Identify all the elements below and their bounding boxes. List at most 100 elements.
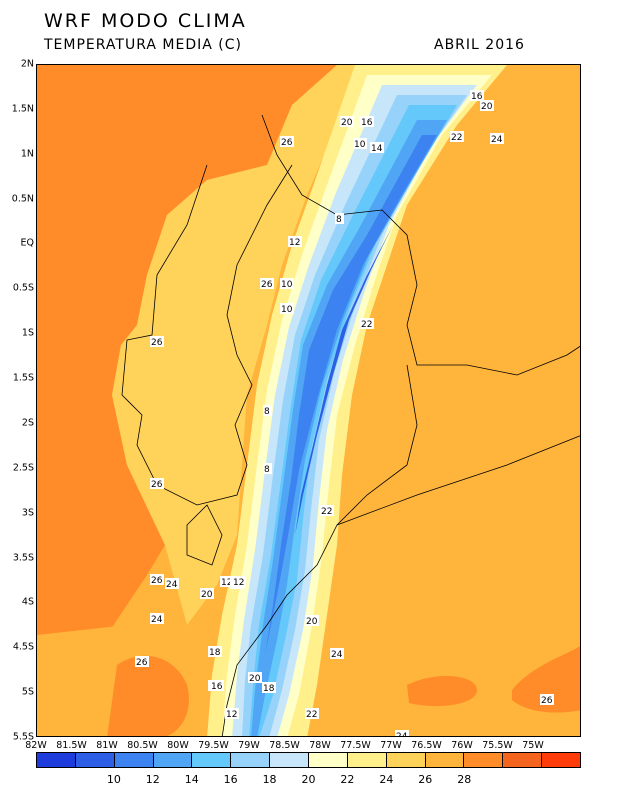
border-east (336, 435, 580, 526)
contour-label-bg (150, 613, 164, 624)
latitude-tick: 5S (21, 686, 34, 698)
contour-label: 12 (226, 710, 237, 720)
contour-label-bg (208, 646, 222, 657)
contour-label: 12 (233, 578, 244, 588)
contour-label-bg (305, 615, 319, 626)
border-south (221, 364, 418, 736)
contour-label-bg (248, 672, 262, 683)
latitude-tick: 1.5S (12, 372, 34, 384)
contour-label-bg (395, 730, 409, 736)
contour-label: 10 (354, 140, 366, 150)
longitude-tick: 79W (238, 740, 260, 751)
contour-label: 16 (471, 92, 483, 102)
contour-label-bg (330, 648, 344, 659)
colorbar-cell (386, 753, 426, 767)
contour-label: 20 (306, 617, 318, 627)
colorbar-label: 12 (145, 773, 160, 786)
contour-label-bg (480, 100, 494, 111)
longitude-tick: 78.5W (269, 740, 300, 751)
longitude-tick: 78W (309, 740, 331, 751)
contour-label: 26 (261, 280, 273, 290)
latitude-tick: 3S (21, 507, 34, 519)
colorbar-cell (153, 753, 193, 767)
latitude-tick: 1.5N (11, 103, 34, 115)
latitude-tick: 2S (21, 417, 34, 429)
contour-label: 24 (331, 650, 343, 660)
contour-label: 24 (396, 732, 408, 737)
latitude-tick: EQ (20, 237, 34, 249)
contour-label: 16 (361, 118, 373, 128)
warm-patch-2 (512, 646, 580, 713)
contour-label-bg (220, 576, 234, 587)
colorbar-cell (37, 753, 76, 767)
contour-label: 26 (541, 696, 553, 706)
contour-label-bg (370, 142, 384, 153)
colorbar-label: 14 (184, 773, 199, 786)
map-period: ABRIL 2016 (434, 37, 525, 53)
contour-label-bg (470, 90, 484, 101)
andes-band-14 (249, 105, 457, 736)
temperature-map: 26 26 26 26 26 26 26 24 24 24 24 24 22 22 22 22 20 20 20 20… (36, 64, 581, 737)
latitude-tick: 4S (21, 596, 34, 608)
coastal-plain (112, 65, 355, 625)
contour-label-bg (200, 588, 214, 599)
contour-label: 20 (481, 102, 493, 112)
contour-label-bg (360, 318, 374, 329)
colorbar-cell (114, 753, 154, 767)
contour-label-bg (280, 278, 294, 289)
island-outline (186, 504, 223, 566)
colorbar-cell (347, 753, 387, 767)
contour-label-bg (210, 680, 224, 691)
coastline (121, 164, 293, 506)
contour-label: 24 (166, 580, 178, 590)
contour-label: 8 (264, 407, 270, 417)
contour-label-bg (450, 131, 464, 142)
colorbar-cell (231, 753, 271, 767)
colorbar-cell (464, 753, 504, 767)
contour-label: 22 (306, 710, 317, 720)
colorbar-cell (542, 753, 581, 767)
colorbar-label: 18 (262, 773, 277, 786)
contour-label-bg (280, 303, 294, 314)
colorbar-label: 20 (301, 773, 316, 786)
map-title: WRF MODO CLIMA (44, 10, 247, 32)
contour-label-bg (232, 576, 246, 587)
colorbar-cell (309, 753, 348, 767)
contour-label-bg (360, 116, 374, 127)
colorbar-label: 28 (457, 773, 472, 786)
contour-label: 14 (371, 144, 383, 154)
map-canvas: 2626262626262624242424242222222220202020… (37, 65, 580, 737)
contour-label-bg (288, 236, 302, 247)
contour-label-bg (540, 694, 554, 705)
warm-patch-1 (407, 675, 477, 707)
contour-label: 26 (151, 576, 163, 586)
contour-label: 26 (151, 338, 163, 348)
colorbar-cell (425, 753, 465, 767)
andes-band-16 (242, 95, 467, 736)
coastal-strip (37, 625, 127, 736)
contour-label-bg (340, 116, 354, 127)
colorbar-label: 26 (418, 773, 433, 786)
longitude-tick: 75W (522, 740, 544, 751)
contour-label-bg (320, 505, 334, 516)
contour-label: 22 (451, 133, 462, 143)
longitude-tick: 82W (25, 740, 47, 751)
latitude-tick: 2N (20, 58, 34, 70)
contour-label: 26 (151, 480, 163, 490)
contour-label-bg (135, 656, 149, 667)
contour-label-bg (335, 213, 344, 224)
longitude-tick: 76W (451, 740, 473, 751)
contour-label: 20 (341, 118, 353, 128)
contour-label-bg (260, 278, 274, 289)
border-north (261, 114, 580, 376)
colorbar-cell (503, 753, 543, 767)
longitude-tick: 80.5W (127, 740, 158, 751)
contour-label: 24 (151, 615, 163, 625)
latitude-tick: 0.5N (11, 193, 34, 205)
contour-label-bg (165, 578, 179, 589)
longitude-tick: 80W (167, 740, 189, 751)
contour-label: 22 (361, 320, 372, 330)
contour-labels: 2626262626262624242424242222222220202020… (135, 90, 554, 737)
contour-label-bg (353, 138, 367, 149)
contour-label-bg (305, 708, 319, 719)
